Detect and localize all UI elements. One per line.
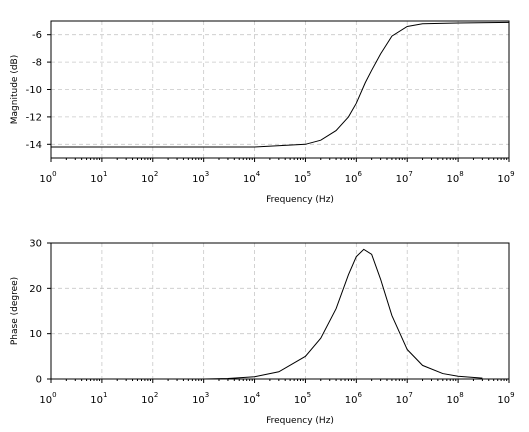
plot-frame [50,20,510,159]
y-tick-label: -6 [32,30,42,41]
x-tick-label: 101 [90,391,107,406]
y-tick-label: -8 [32,58,42,69]
x-axis-label: Frequency (Hz) [266,195,334,205]
series-line [51,21,510,148]
y-axis-label: Phase (degree) [10,277,20,345]
x-tick-label: 109 [497,391,514,406]
phase-plot: 100 101 102 103 104 105 106 107 108 109 0 10 20 30 Fre… [10,239,515,427]
x-tick-label: 104 [243,170,261,185]
series-line [51,248,483,380]
x-tick-label: 106 [345,391,363,406]
x-tick-label: 102 [141,391,158,406]
x-tick-label: 100 [39,170,56,185]
x-tick-label: 103 [192,170,209,185]
x-tick-label: 107 [396,391,413,406]
x-tick-label: 101 [90,170,107,185]
y-tick-label: -12 [26,112,42,123]
y-tick-label: -10 [26,85,42,96]
x-tick-label: 109 [497,170,514,185]
x-tick-label: 104 [243,391,261,406]
x-tick-label: 108 [447,170,464,185]
x-tick-label: 105 [294,391,311,406]
y-tick-label: 0 [36,375,42,386]
x-tick-label: 105 [294,170,311,185]
y-tick-label: 20 [29,284,42,295]
x-tick-label: 108 [447,391,464,406]
y-tick-label: 30 [29,239,42,250]
x-tick-label: 107 [396,170,413,185]
x-axis-label: Frequency (Hz) [266,416,334,426]
magnitude-plot: 100 101 102 103 104 105 106 107 108 109 -14 -12 -10 -… [10,20,515,205]
x-tick-label: 103 [192,391,209,406]
y-tick-label: -14 [26,140,42,151]
x-tick-label: 106 [345,170,363,185]
y-tick-label: 10 [29,329,42,340]
x-tick-label: 100 [39,391,56,406]
x-tick-label: 102 [141,170,158,185]
y-axis-label: Magnitude (dB) [10,55,20,124]
plot-frame [50,242,510,380]
